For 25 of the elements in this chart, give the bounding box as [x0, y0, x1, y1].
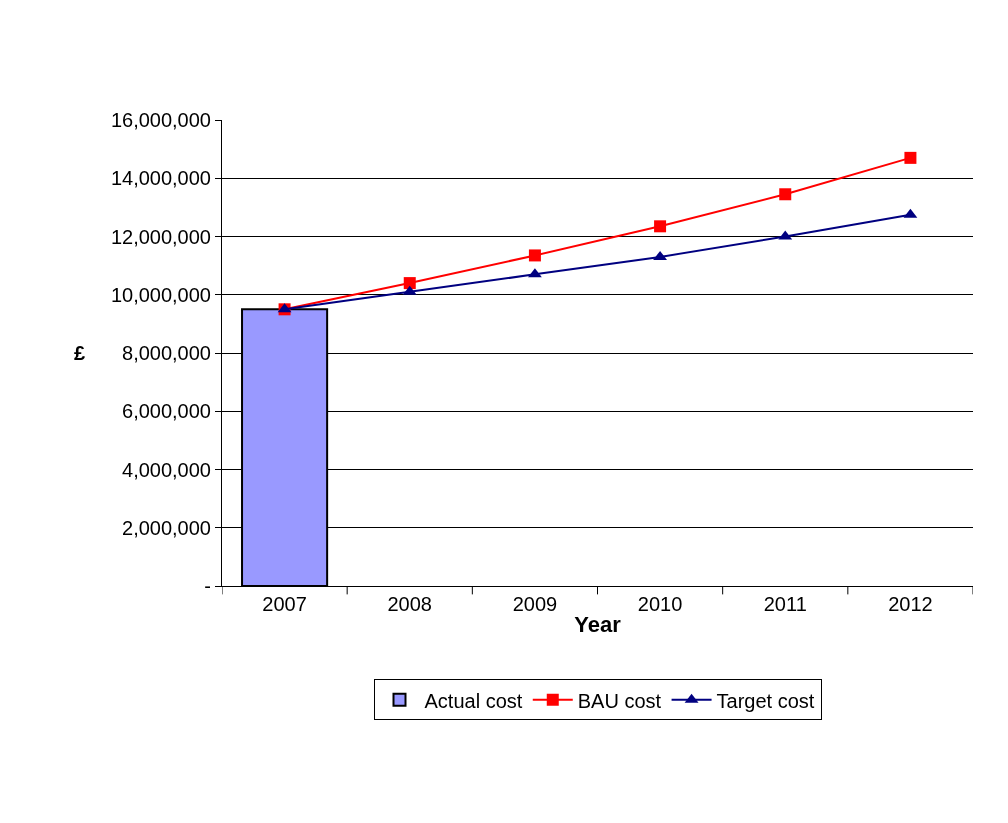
y-tick-label: 6,000,000 — [122, 400, 211, 423]
point — [904, 151, 917, 164]
point — [403, 277, 416, 290]
y-tick-label: 10,000,000 — [110, 283, 211, 306]
x-axis-title: Year — [574, 611, 622, 637]
x-tick-label: 2010 — [637, 593, 683, 615]
y-tick-label: 16,000,000 — [110, 109, 211, 131]
y-axis-title: £ — [74, 342, 86, 364]
legend-label: Target cost — [716, 689, 815, 712]
x-tick-label: 2007 — [262, 593, 307, 615]
x-tick-label: 2009 — [512, 593, 558, 615]
y-tick-label: 2,000,000 — [122, 516, 211, 539]
y-tick-label: 12,000,000 — [110, 225, 211, 248]
point — [654, 220, 667, 233]
legend-label: Actual cost — [424, 689, 523, 712]
x-tick-label: 2011 — [763, 593, 807, 615]
y-tick-label: 8,000,000 — [122, 342, 211, 364]
point — [528, 249, 541, 262]
y-tick-label: 4,000,000 — [122, 458, 211, 481]
y-tick-label: - — [204, 575, 211, 597]
y-tick-label: 14,000,000 — [110, 167, 211, 190]
x-tick-label: 2012 — [888, 593, 933, 615]
x-tick-label: 2008 — [387, 593, 432, 615]
legend-label: BAU cost — [577, 689, 662, 712]
point — [779, 188, 792, 201]
